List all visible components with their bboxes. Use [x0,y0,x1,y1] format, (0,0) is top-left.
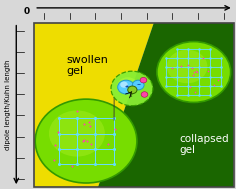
Circle shape [118,80,135,94]
Text: electrostatic coupling: electrostatic coupling [88,0,179,1]
Circle shape [128,86,137,94]
Circle shape [49,110,105,156]
Text: +: + [124,84,128,89]
Circle shape [117,77,138,94]
Circle shape [157,42,231,102]
Text: −: − [136,82,140,87]
Text: $\varepsilon$: $\varepsilon$ [129,92,133,99]
Circle shape [140,77,147,83]
Circle shape [111,71,153,106]
Circle shape [141,92,148,97]
Text: swollen
gel: swollen gel [66,55,108,76]
Text: dipole length/Kuhn length: dipole length/Kuhn length [5,60,11,150]
Polygon shape [98,23,234,187]
Circle shape [167,50,207,83]
Circle shape [120,81,128,88]
Text: 0: 0 [23,7,29,16]
Circle shape [35,99,137,183]
Text: collapsed
gel: collapsed gel [180,134,229,155]
Polygon shape [34,23,154,187]
Circle shape [132,80,144,90]
